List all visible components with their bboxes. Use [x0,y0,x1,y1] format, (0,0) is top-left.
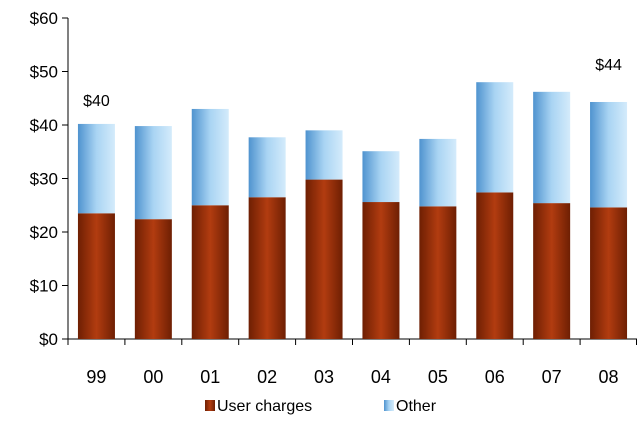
bar-other-07 [533,91,571,204]
bar-user-charges-99 [77,213,115,339]
bar-user-charges-08 [590,207,628,339]
legend-label: Other [396,398,437,415]
bar-user-charges-01 [191,205,229,339]
x-tick-label: 07 [542,367,562,387]
y-tick-label: $40 [30,116,58,135]
y-axis: $0 $10 $20 $30 $40 $50 $60 [30,9,69,349]
bar-other-04 [362,151,400,203]
data-label: $44 [595,57,622,74]
bar-user-charges-02 [248,197,286,339]
bar-other-00 [134,126,172,220]
x-tick-label: 06 [485,367,505,387]
x-axis: 99 00 01 02 03 04 05 06 07 08 [67,338,637,387]
bar-other-02 [248,137,286,198]
legend-label: User charges [217,398,312,415]
bar-other-99 [77,123,115,214]
y-tick-label: $0 [39,330,58,349]
y-tick-label: $10 [30,277,58,296]
x-tick-label: 08 [599,367,619,387]
x-tick-label: 99 [86,367,106,387]
bar-other-05 [419,138,457,207]
x-tick-label: 01 [200,367,220,387]
legend-swatch [384,400,394,411]
bar-user-charges-03 [305,179,343,339]
x-tick-label: 02 [257,367,277,387]
bar-user-charges-06 [476,192,514,339]
data-label: $40 [83,93,110,110]
y-tick-label: $30 [30,170,58,189]
legend-swatch [205,400,215,411]
x-tick-label: 04 [371,367,391,387]
y-tick-label: $60 [30,9,58,28]
bar-user-charges-07 [533,203,571,339]
legend: User charges Other [205,398,437,415]
bar-other-01 [191,108,229,206]
bar-other-06 [476,82,514,193]
bar-other-08 [590,101,628,208]
y-tick-label: $50 [30,63,58,82]
annotations: $40 $44 [83,57,622,110]
bars [77,82,628,339]
bar-user-charges-05 [419,206,457,339]
y-tick-label: $20 [30,223,58,242]
bar-other-03 [305,130,343,180]
x-tick-label: 00 [143,367,163,387]
x-tick-label: 05 [428,367,448,387]
x-tick-label: 03 [314,367,334,387]
bar-user-charges-04 [362,202,400,339]
bar-user-charges-00 [134,219,172,339]
